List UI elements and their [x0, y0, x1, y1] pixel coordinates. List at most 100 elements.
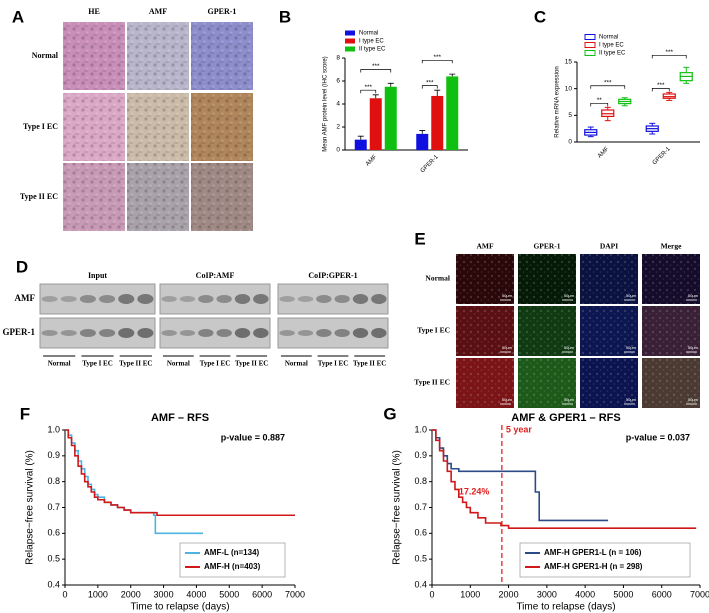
- band: [179, 296, 196, 302]
- x-tick-label: 7000: [285, 589, 305, 599]
- band: [137, 294, 154, 304]
- y-tick-label: 0.7: [414, 502, 427, 512]
- lane-label: Normal: [285, 360, 308, 368]
- group-header: CoIP:AMF: [196, 271, 235, 280]
- x-tick-label: GPER-1: [420, 154, 441, 175]
- band: [118, 328, 135, 338]
- band: [216, 295, 232, 303]
- band: [334, 295, 350, 303]
- x-tick-label: 0: [429, 589, 434, 599]
- reference-label: 5 year: [506, 424, 533, 434]
- lane-label: Type I EC: [200, 360, 231, 368]
- lane-label: Type I EC: [82, 360, 113, 368]
- scale-bar-label: 50μm: [502, 397, 513, 402]
- y-tick-label: 1.0: [47, 424, 60, 434]
- row-label: GPER-1: [3, 327, 36, 337]
- x-tick-label: AMF: [597, 146, 610, 159]
- scale-bar-label: 50μm: [564, 345, 575, 350]
- y-tick-label: 5: [568, 112, 572, 119]
- bar: [354, 139, 367, 150]
- significance-bracket: [360, 69, 392, 73]
- band: [352, 328, 369, 338]
- lane-label: Normal: [48, 360, 71, 368]
- scale-bar-label: 50μm: [688, 397, 699, 402]
- error-bar: [449, 73, 456, 77]
- error-bar: [434, 89, 441, 96]
- gap-label: 17.24%: [459, 486, 490, 496]
- panel-label: C: [534, 7, 546, 26]
- scale-bar-label: 50μm: [502, 345, 513, 350]
- legend-label: II type EC: [599, 51, 626, 57]
- row-label: Type II EC: [414, 378, 450, 387]
- significance-bracket: [651, 54, 687, 59]
- row-label: Type II EC: [20, 192, 58, 201]
- band: [297, 330, 314, 336]
- band: [352, 294, 369, 304]
- image-texture: [127, 163, 189, 231]
- image-texture: [127, 93, 189, 161]
- y-axis-label: Relative mRNA expression: [555, 66, 561, 137]
- image-texture: [63, 22, 125, 90]
- band: [371, 294, 387, 304]
- band: [179, 330, 196, 336]
- band: [371, 328, 387, 338]
- image-texture: [642, 358, 700, 408]
- band: [41, 330, 58, 336]
- legend-label: I type EC: [599, 43, 624, 49]
- x-tick-label: 6000: [252, 589, 272, 599]
- bar: [446, 76, 459, 150]
- p-value: p-value = 0.037: [626, 432, 690, 442]
- legend-swatch: [345, 30, 355, 36]
- x-tick-label: 3000: [154, 589, 174, 599]
- y-tick-label: 0.5: [414, 554, 427, 564]
- y-axis-label: Relapse−free survival (%): [392, 450, 403, 565]
- group-header: CoIP:GPER-1: [308, 271, 357, 280]
- band: [99, 295, 116, 303]
- image-texture: [191, 22, 253, 90]
- column-header: HE: [88, 7, 100, 16]
- significance-label: ***: [426, 79, 434, 86]
- legend-label: Normal: [599, 35, 618, 41]
- band: [216, 329, 232, 337]
- panel-label: F: [20, 404, 30, 423]
- y-tick-label: 4: [336, 101, 340, 108]
- legend-label: AMF-L (n=134): [204, 548, 260, 557]
- scale-bar-label: 50μm: [564, 397, 575, 402]
- y-axis-label: Relapse−free survival (%): [25, 450, 36, 565]
- legend-label: AMF-H GPER1-L (n = 106): [544, 548, 642, 557]
- x-axis-label: Time to relapse (days): [516, 602, 615, 613]
- legend-box: [179, 542, 286, 578]
- band: [198, 329, 214, 337]
- significance-label: ***: [372, 63, 380, 70]
- bar: [416, 133, 429, 150]
- x-tick-label: 1000: [88, 589, 108, 599]
- row-label: Type I EC: [417, 326, 450, 335]
- band: [161, 330, 177, 336]
- x-tick-label: 4000: [186, 589, 206, 599]
- legend-swatch: [584, 50, 596, 56]
- column-header: AMF: [476, 242, 493, 251]
- significance-bracket: [421, 85, 438, 89]
- y-tick-label: 0.8: [47, 476, 60, 486]
- band: [297, 296, 314, 302]
- y-tick-label: 6: [336, 78, 340, 85]
- legend-swatch: [584, 42, 596, 48]
- panel-label: B: [279, 7, 291, 26]
- band: [253, 294, 269, 304]
- panel-label: A: [12, 7, 24, 26]
- x-tick-label: AMF: [365, 154, 378, 167]
- band: [198, 295, 214, 303]
- panel-label: E: [414, 229, 425, 248]
- bar: [369, 98, 382, 150]
- significance-label: ***: [364, 84, 372, 91]
- scale-bar-label: 50μm: [626, 345, 637, 350]
- band: [99, 329, 116, 337]
- image-texture: [456, 254, 514, 304]
- legend-label: I type EC: [359, 39, 384, 45]
- x-tick-label: 2000: [121, 589, 141, 599]
- significance-label: ***: [604, 79, 612, 86]
- image-texture: [456, 306, 514, 356]
- error-bar: [357, 135, 364, 140]
- image-texture: [642, 254, 700, 304]
- y-axis-label: Mean AMF protein level (IHC score): [323, 56, 329, 151]
